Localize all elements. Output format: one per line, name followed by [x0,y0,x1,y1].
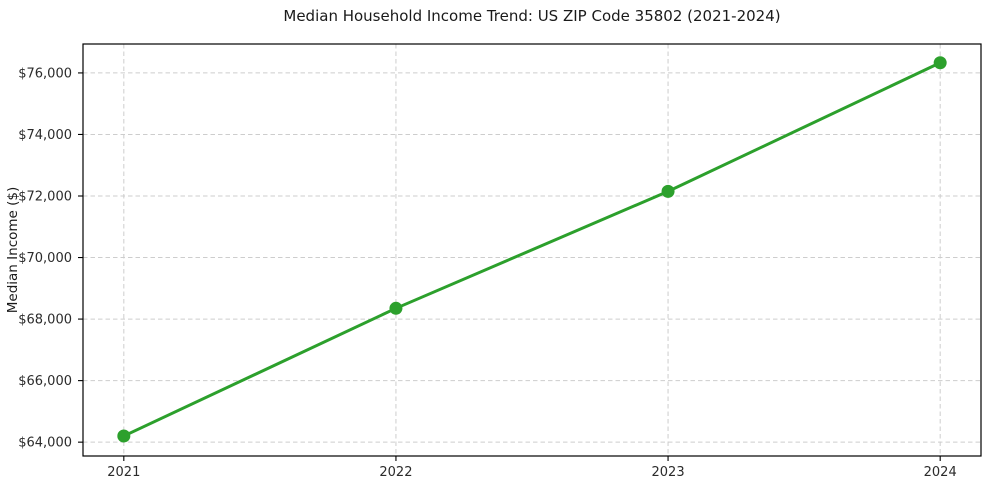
y-tick-label: $74,000 [18,128,72,143]
trend-line [122,61,942,438]
x-tick-label: 2024 [924,465,957,480]
data-point [661,184,675,198]
y-tick-label: $76,000 [18,66,72,81]
y-tick-label: $68,000 [18,313,72,328]
y-tick-label: $70,000 [18,251,72,266]
chart-title: Median Household Income Trend: US ZIP Co… [283,7,781,25]
data-point [389,301,403,315]
y-tick-label: $66,000 [18,374,72,389]
data-point [117,429,131,443]
x-tick-label: 2021 [107,465,140,480]
data-point [933,56,947,70]
y-tick-label: $72,000 [18,190,72,205]
x-tick-label: 2022 [379,465,412,480]
y-tick-label: $64,000 [18,436,72,451]
x-tick-label: 2023 [652,465,685,480]
plot-border [82,43,982,457]
